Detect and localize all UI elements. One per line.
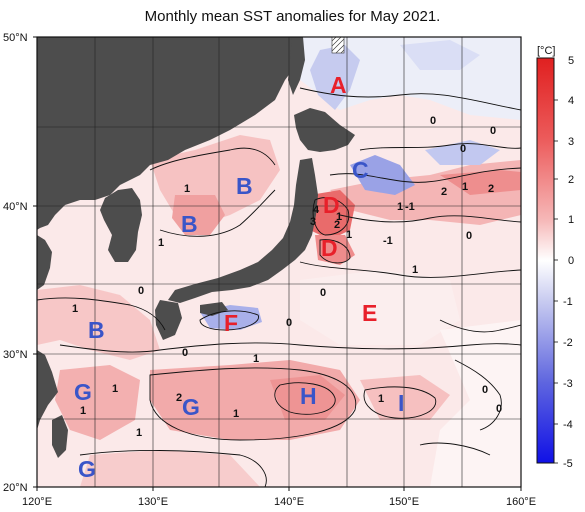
colorbar-tick: -5 (563, 458, 573, 470)
colorbar-tick: 0 (568, 255, 574, 267)
region-label-g: G (182, 394, 200, 420)
colorbar-tick: 2 (568, 174, 574, 186)
region-label-d: D (323, 192, 340, 218)
contour-label: 0 (286, 317, 292, 329)
lon-label: 160°E (506, 496, 536, 508)
map-field: 0 0 0 2 1 2 1 -1 4 3 2 1 -1 0 1 1 0 0 0 … (37, 37, 521, 487)
contour-label: 0 (496, 403, 502, 415)
map-frame (36, 36, 522, 488)
contour-label: 1 (112, 383, 118, 395)
region-label-b: B (88, 317, 105, 343)
contour-label: 2 (488, 183, 494, 195)
lon-label: 140°E (274, 496, 304, 508)
lon-label: 120°E (22, 496, 52, 508)
contour-label: 0 (460, 143, 466, 155)
contour-label: 2 (176, 392, 182, 404)
sea-ice-hatch-lines (331, 37, 345, 54)
contour-label: 1 (184, 183, 190, 195)
contour-label: 0 (138, 285, 144, 297)
lat-label: 20°N (3, 482, 28, 494)
contour-label: -1 (405, 201, 415, 213)
contour-label: 1 (233, 408, 239, 420)
contour-label: 0 (490, 125, 496, 137)
colorbar-tick: -2 (563, 337, 573, 349)
region-label-e: E (362, 300, 377, 326)
region-label-h: H (300, 383, 317, 409)
colorbar-tick: -1 (563, 296, 573, 308)
map-title: Monthly mean SST anomalies for May 2021. (144, 8, 441, 25)
land (37, 37, 355, 458)
colorbar-tick: 1 (568, 214, 574, 226)
graticule (37, 37, 521, 487)
axis-ticks (33, 36, 522, 491)
contour-label: 0 (182, 347, 188, 359)
region-label-a: A (330, 72, 347, 98)
contour-label: 0 (430, 115, 436, 127)
lon-label: 150°E (389, 496, 419, 508)
contour-label: 1 (346, 229, 352, 241)
lat-label: 50°N (3, 32, 28, 44)
contour-label: 1 (136, 427, 142, 439)
contour-label: 0 (482, 384, 488, 396)
region-label-f: F (224, 310, 238, 336)
colorbar-tick: 4 (568, 95, 574, 107)
region-label-b: B (181, 211, 198, 237)
contour-label: 1 (80, 405, 86, 417)
colorbar-tick: -3 (563, 378, 573, 390)
contour-lines (37, 87, 521, 487)
contour-label: 3 (310, 216, 316, 228)
region-label-c: C (352, 157, 369, 183)
colorbar: [°C] 5 4 3 2 1 0 -1 -2 -3 -4 -5 (536, 45, 574, 470)
contour-label: 1 (336, 211, 342, 223)
contour-label: 0 (320, 287, 326, 299)
contour-label: 1 (378, 393, 384, 405)
colorbar-tick: 5 (568, 55, 574, 67)
region-labels: A B B B C D D E F G G G H I (74, 72, 404, 482)
contour-label: 1 (72, 303, 78, 315)
colorbar-tick: 3 (568, 136, 574, 148)
contour-label: 2 (334, 219, 340, 231)
lat-label: 40°N (3, 201, 28, 213)
contour-label: 1 (462, 181, 468, 193)
region-label-g: G (78, 456, 96, 482)
contour-label: -1 (383, 235, 393, 247)
contour-label: 1 (158, 237, 164, 249)
colorbar-tick: -4 (563, 419, 573, 431)
contour-label: 2 (441, 186, 447, 198)
contour-label: 4 (313, 204, 320, 216)
region-label-i: I (398, 390, 404, 416)
region-label-g: G (74, 379, 92, 405)
contour-label: 1 (253, 353, 259, 365)
contour-label: 1 (412, 264, 418, 276)
region-label-d: D (321, 235, 338, 261)
colorbar-scale (536, 57, 555, 464)
lat-label: 30°N (3, 349, 28, 361)
colorbar-unit: [°C] (537, 45, 555, 57)
contour-labels: 0 0 0 2 1 2 1 -1 4 3 2 1 -1 0 1 1 0 0 0 … (72, 115, 502, 439)
contour-label: 0 (466, 230, 472, 242)
region-label-b: B (236, 173, 253, 199)
contour-label: 1 (397, 201, 403, 213)
lon-label: 130°E (138, 496, 168, 508)
